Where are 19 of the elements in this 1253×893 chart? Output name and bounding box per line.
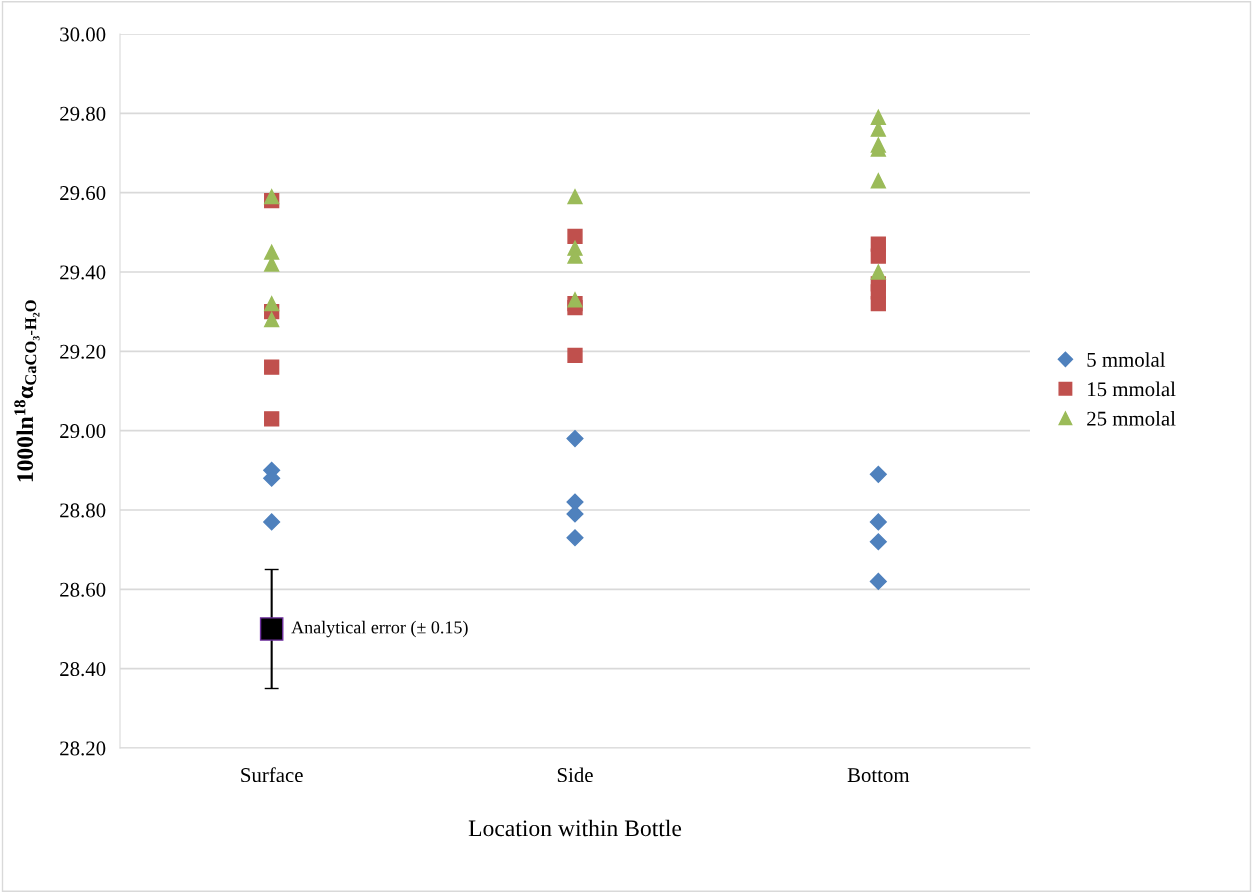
y-tick-label: 28.60	[60, 582, 106, 597]
y-tick-label: 29.80	[60, 106, 106, 121]
y-tick-label: 30.00	[60, 27, 106, 42]
y-tick-label: 28.40	[60, 662, 106, 677]
x-tick-label: Side	[557, 767, 593, 783]
y-tick-label: 28.20	[60, 741, 106, 756]
y-tick-label: 29.60	[60, 186, 106, 201]
y-tick-label: 29.00	[60, 424, 106, 439]
y-tick-label: 29.40	[60, 265, 106, 280]
y-tick-label: 29.20	[60, 344, 106, 359]
x-tick-label: Bottom	[847, 768, 910, 783]
x-axis-title: Location within Bottle	[468, 819, 682, 837]
annotation: Analytical error (± 0.15)	[291, 620, 468, 638]
legend-label: 15 mmolal	[1088, 381, 1176, 397]
y-axis-title: 1000ln$^{18}$α$_{CaCO₃-H₂O}$	[14, 300, 40, 482]
x-tick-label: Surface	[241, 767, 303, 783]
legend-label: 25 mmolal	[1087, 411, 1176, 426]
legend-label: 5 mmolal	[1087, 352, 1166, 367]
y-tick-label: 28.80	[60, 503, 106, 518]
